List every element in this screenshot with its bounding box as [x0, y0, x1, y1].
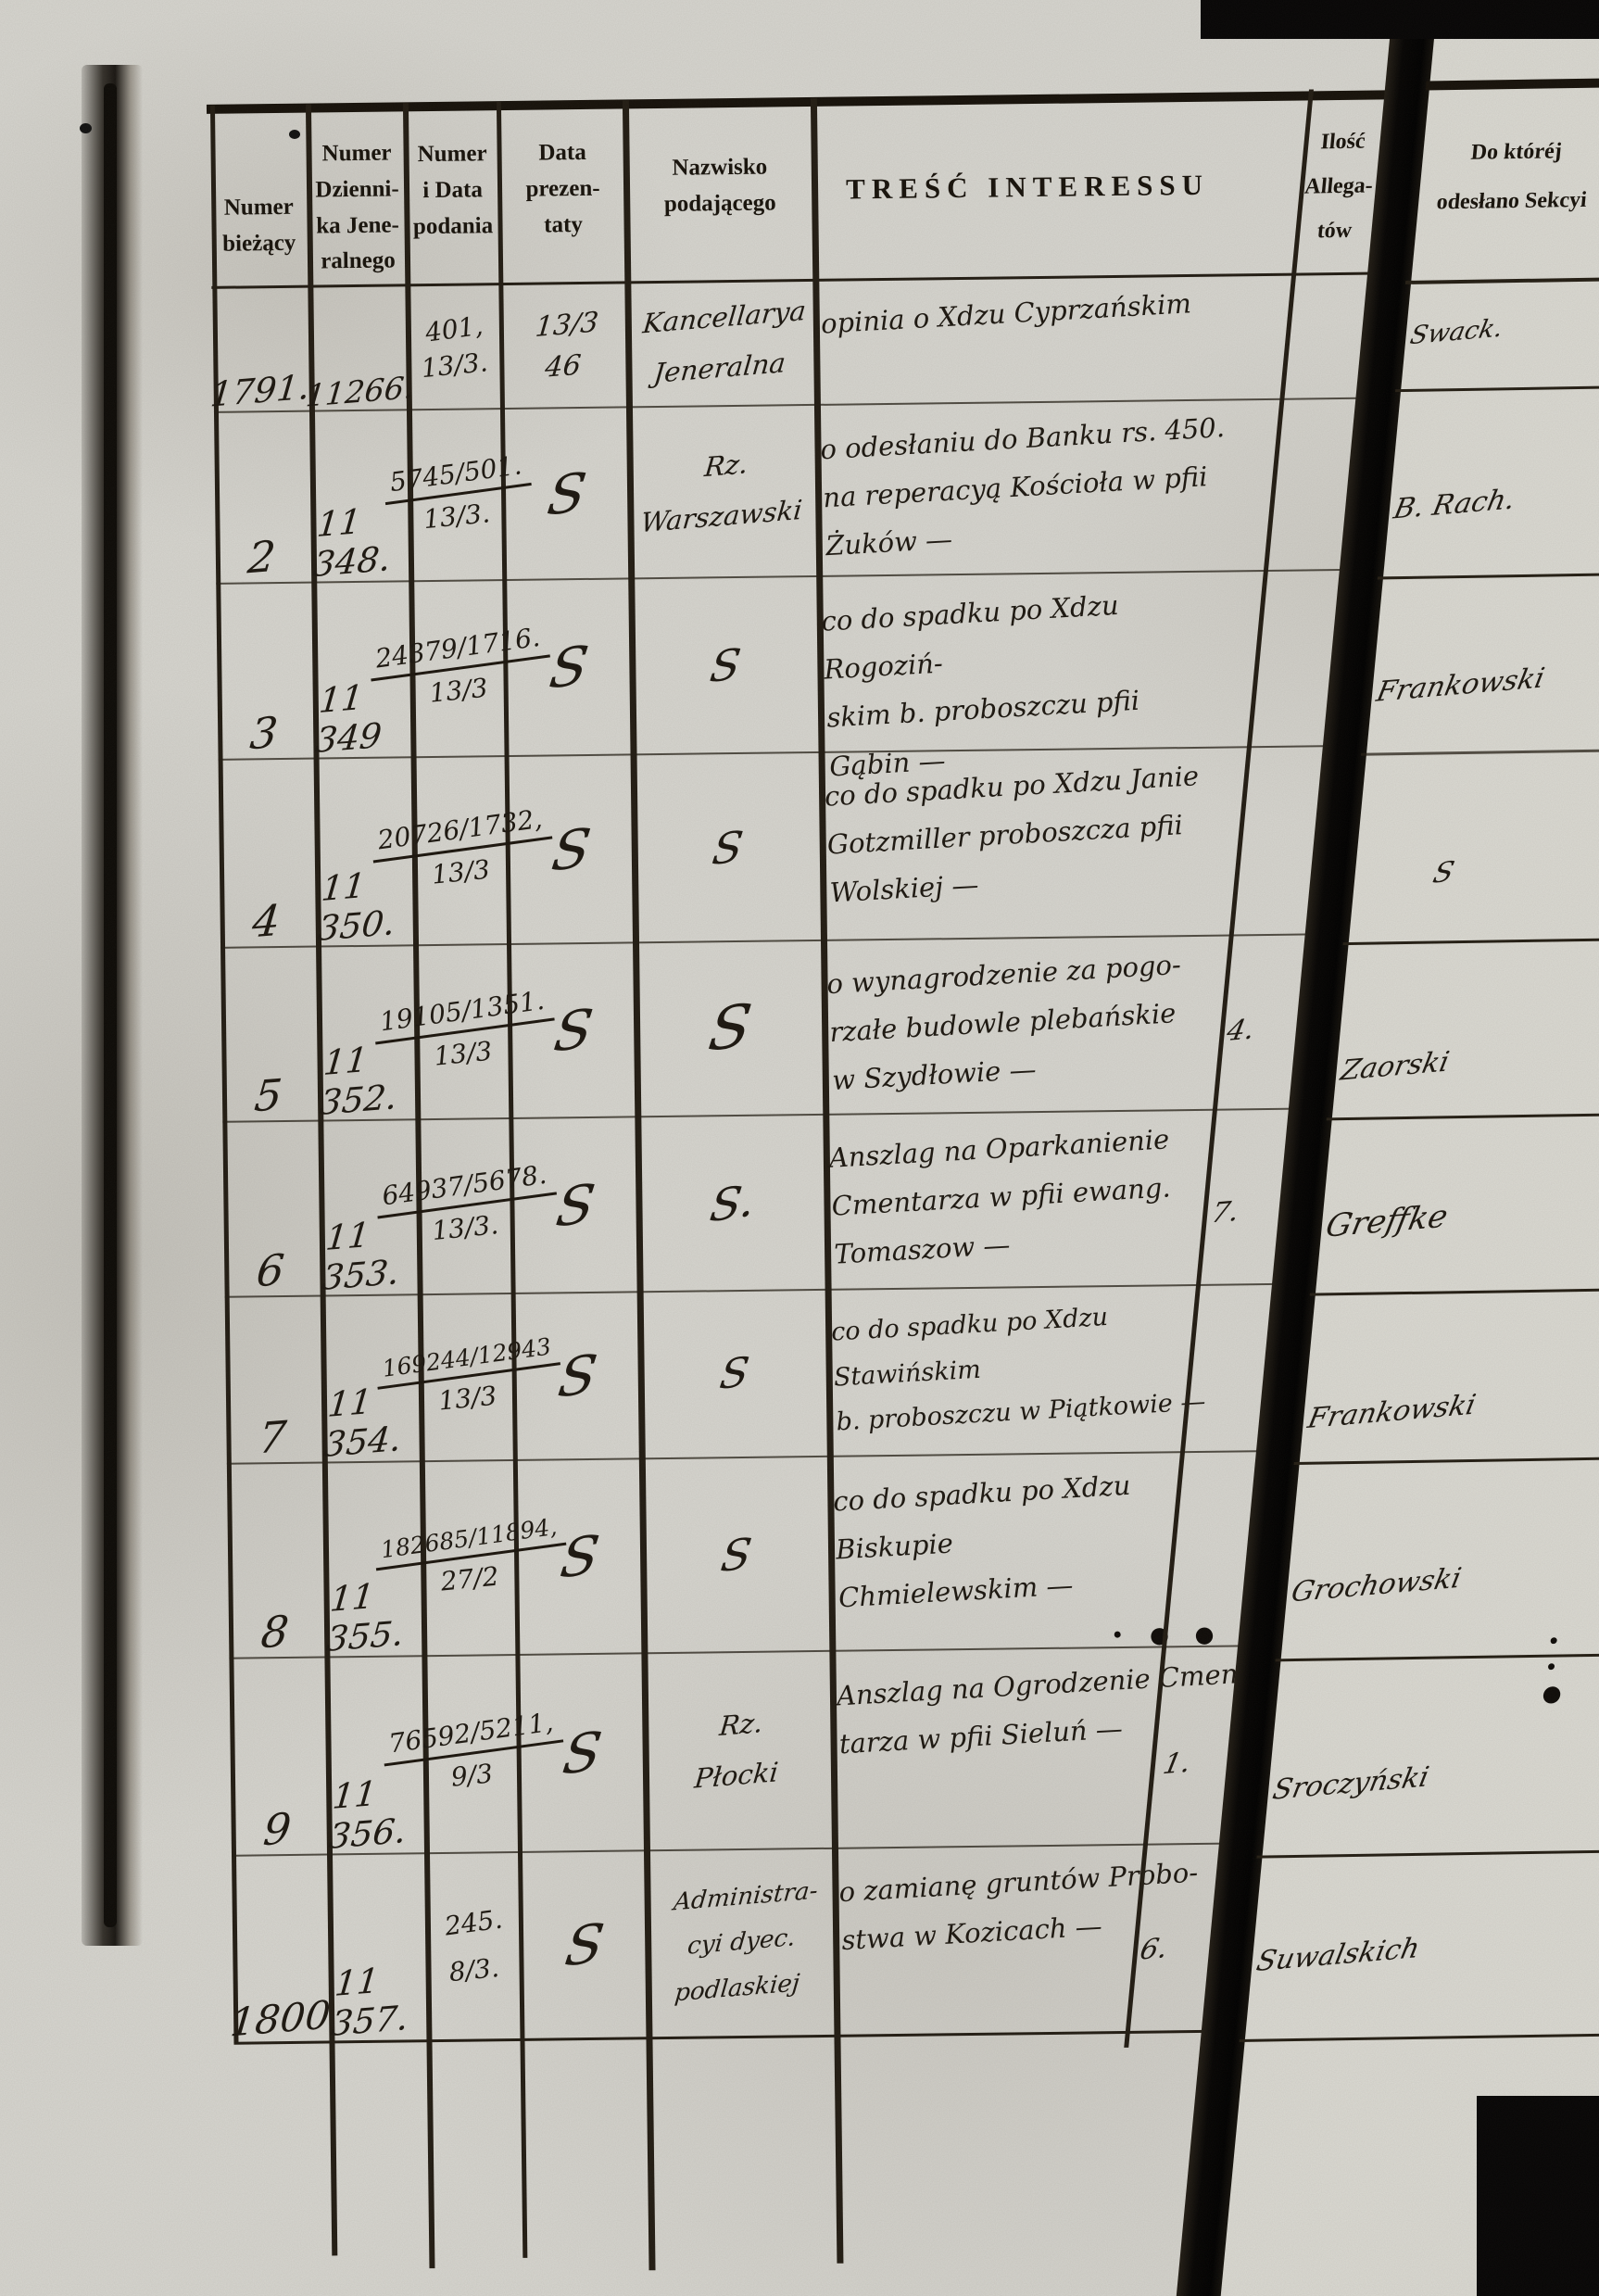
cell-ilosc: 1.	[1160, 1746, 1194, 1782]
cell-ilosc: 6.	[1137, 1932, 1171, 1967]
scan-black-bar-top	[1201, 0, 1599, 39]
cell-ilosc: 4.	[1224, 1013, 1258, 1049]
header-odeslano-sekcyi: Do któréj odesłano Sekcyi	[1435, 139, 1589, 215]
cell-ilosc: 7.	[1208, 1194, 1242, 1230]
scan-black-block-bottom	[1477, 2096, 1599, 2296]
